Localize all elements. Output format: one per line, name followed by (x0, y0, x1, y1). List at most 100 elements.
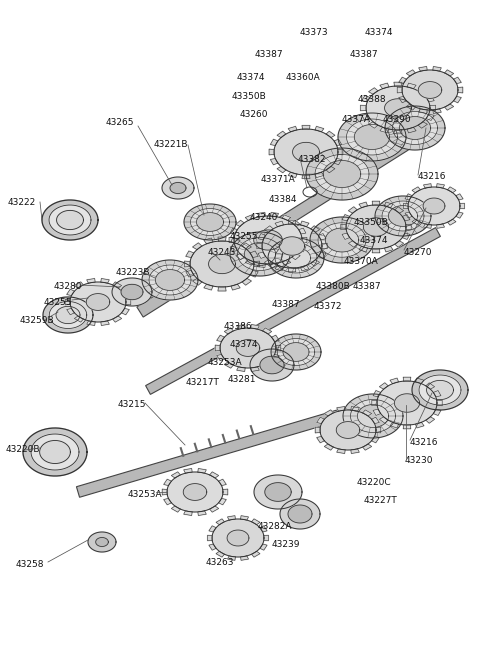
Polygon shape (288, 505, 312, 523)
Polygon shape (216, 335, 225, 342)
Polygon shape (375, 196, 431, 236)
Polygon shape (395, 240, 404, 247)
Polygon shape (258, 233, 266, 240)
Polygon shape (216, 551, 225, 557)
Polygon shape (379, 383, 388, 389)
Polygon shape (317, 436, 324, 443)
Polygon shape (447, 219, 456, 225)
Polygon shape (260, 544, 267, 550)
Polygon shape (262, 224, 322, 268)
Polygon shape (164, 499, 171, 505)
Polygon shape (230, 232, 290, 276)
Polygon shape (426, 417, 434, 423)
Polygon shape (402, 215, 410, 221)
Polygon shape (407, 70, 415, 76)
Polygon shape (306, 148, 378, 200)
Polygon shape (275, 243, 317, 273)
Polygon shape (299, 228, 306, 234)
Text: 43387: 43387 (255, 50, 284, 59)
Polygon shape (275, 221, 284, 227)
Polygon shape (186, 251, 194, 258)
Text: 43243: 43243 (208, 248, 236, 257)
Polygon shape (244, 242, 276, 265)
Polygon shape (456, 194, 463, 200)
Polygon shape (274, 129, 338, 175)
Text: 43370A: 43370A (344, 257, 379, 266)
Polygon shape (234, 216, 302, 264)
Text: 43221B: 43221B (154, 140, 189, 149)
Text: 43255: 43255 (44, 298, 72, 307)
Polygon shape (87, 279, 95, 283)
Polygon shape (299, 246, 306, 252)
Polygon shape (363, 217, 389, 237)
Polygon shape (70, 282, 126, 322)
Polygon shape (101, 279, 109, 283)
Polygon shape (337, 449, 345, 453)
Polygon shape (423, 184, 432, 188)
Polygon shape (347, 119, 397, 155)
Polygon shape (171, 506, 180, 512)
Polygon shape (302, 237, 307, 242)
Text: 43263: 43263 (206, 558, 235, 567)
Polygon shape (343, 394, 403, 438)
Text: 43222: 43222 (8, 198, 36, 207)
Text: 43240: 43240 (250, 213, 278, 222)
Text: 43253A: 43253A (128, 490, 163, 499)
Polygon shape (300, 265, 309, 271)
Polygon shape (326, 131, 335, 137)
Polygon shape (67, 289, 74, 296)
Text: 43380B: 43380B (316, 282, 351, 291)
Polygon shape (419, 375, 461, 405)
Text: 43374: 43374 (237, 73, 265, 82)
Polygon shape (162, 489, 167, 495)
Polygon shape (412, 219, 420, 225)
Polygon shape (393, 112, 437, 145)
Polygon shape (121, 308, 129, 315)
Text: 43350B: 43350B (232, 92, 267, 101)
Polygon shape (198, 468, 206, 473)
Polygon shape (113, 316, 121, 322)
Text: 43259B: 43259B (20, 316, 55, 325)
Polygon shape (218, 479, 226, 486)
Polygon shape (87, 321, 95, 325)
Polygon shape (360, 105, 366, 111)
Text: 43374: 43374 (230, 340, 259, 349)
Polygon shape (126, 299, 131, 305)
Polygon shape (183, 484, 207, 501)
Text: 43374: 43374 (365, 28, 394, 37)
Polygon shape (399, 116, 431, 139)
Polygon shape (271, 263, 278, 267)
Polygon shape (251, 367, 259, 371)
Polygon shape (223, 489, 228, 495)
Polygon shape (382, 201, 424, 231)
Polygon shape (112, 278, 152, 306)
Polygon shape (171, 472, 180, 478)
Text: 43282A: 43282A (258, 522, 292, 531)
Polygon shape (372, 201, 380, 205)
Polygon shape (320, 410, 376, 450)
Polygon shape (318, 252, 326, 258)
Text: 43216: 43216 (410, 438, 439, 447)
Polygon shape (237, 325, 245, 329)
Polygon shape (218, 499, 226, 505)
Polygon shape (406, 224, 411, 230)
Polygon shape (96, 537, 108, 547)
Text: 43220B: 43220B (6, 445, 40, 454)
Polygon shape (369, 88, 378, 94)
Polygon shape (311, 226, 320, 232)
Polygon shape (254, 230, 282, 250)
Polygon shape (317, 417, 324, 424)
Polygon shape (433, 409, 441, 415)
Polygon shape (456, 212, 463, 218)
Polygon shape (264, 260, 273, 266)
Polygon shape (366, 86, 430, 130)
Polygon shape (384, 246, 393, 252)
Polygon shape (403, 425, 411, 429)
Polygon shape (454, 97, 461, 102)
Polygon shape (437, 184, 444, 188)
Polygon shape (31, 434, 79, 470)
Polygon shape (325, 228, 359, 252)
Polygon shape (23, 428, 87, 476)
Polygon shape (373, 390, 381, 397)
Polygon shape (237, 367, 245, 371)
